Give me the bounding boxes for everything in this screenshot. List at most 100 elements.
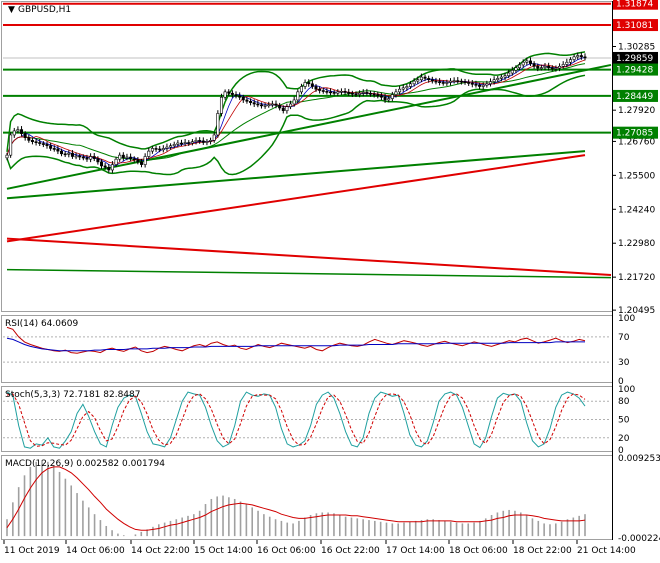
- candle-body: [118, 154, 122, 160]
- candle-body: [70, 152, 74, 157]
- candle-body: [478, 84, 482, 87]
- candle-body: [267, 104, 271, 107]
- candle-body: [292, 99, 296, 105]
- candle-body: [481, 84, 485, 87]
- candle-body: [121, 154, 125, 159]
- macd-tick-label: -0.000224: [618, 534, 660, 544]
- candle-body: [405, 86, 409, 89]
- trend-line: [6, 150, 586, 200]
- candle-body: [441, 82, 445, 84]
- candle-body: [187, 142, 191, 144]
- price-label-box: [613, 63, 658, 76]
- macd-title: MACD(12,26,9) 0.002582 0.001794: [5, 459, 165, 469]
- candle-body: [223, 91, 227, 98]
- time-tick-label: 16 Oct 06:00: [257, 546, 316, 556]
- candle-body: [125, 156, 129, 159]
- candle-body: [445, 82, 449, 84]
- trend-line: [6, 154, 586, 243]
- candle-body: [289, 103, 293, 107]
- candle-body: [369, 92, 373, 95]
- candle-body: [27, 137, 31, 141]
- candle-body: [470, 82, 474, 85]
- stoch-series-line: [6, 391, 586, 449]
- moving-average-slow: [6, 59, 586, 164]
- time-tick-label: 16 Oct 22:00: [321, 546, 380, 556]
- candle-body: [332, 92, 336, 94]
- candle-body: [521, 61, 525, 66]
- candle-body: [256, 103, 260, 106]
- candle-body: [234, 94, 238, 97]
- candle-body: [474, 84, 478, 86]
- time-tick-label: 15 Oct 14:00: [194, 546, 253, 556]
- stoch-tick-label: 20: [618, 434, 630, 444]
- candle-body: [321, 90, 325, 92]
- candle-body: [503, 75, 507, 78]
- candle-body: [107, 166, 111, 171]
- candle-body: [488, 81, 492, 85]
- candle-body: [561, 64, 565, 67]
- price-label-box: [613, 51, 658, 64]
- candle-body: [241, 96, 245, 101]
- candle-body: [52, 148, 56, 150]
- price-label: 1.29428: [616, 66, 653, 76]
- price-tick-label: 1.27920: [618, 106, 655, 116]
- candle-body: [216, 113, 220, 136]
- candle-body: [49, 145, 53, 149]
- candle-body: [5, 154, 9, 159]
- candle-body: [339, 91, 343, 93]
- price-tick-label: 1.21720: [618, 273, 655, 283]
- candle-body: [78, 155, 82, 158]
- candle-body: [114, 158, 118, 165]
- candle-body: [467, 82, 471, 84]
- candle-body: [376, 94, 380, 97]
- candle-body: [568, 59, 572, 63]
- candle-body: [150, 148, 154, 152]
- candle-body: [285, 106, 289, 112]
- candle-body: [358, 92, 362, 95]
- candle-body: [9, 134, 13, 156]
- symbol-dropdown-icon[interactable]: ▼: [8, 5, 15, 15]
- time-axis: 11 Oct 2019 14 Oct 06:00 14 Oct 22:00 15 Oc…: [3, 540, 636, 556]
- candle-body: [100, 161, 104, 167]
- stoch-title: Stoch(5,3,3) 72.7181 82.8487: [5, 390, 140, 400]
- candle-body: [314, 86, 318, 90]
- candle-body: [81, 156, 85, 159]
- candle-body: [23, 133, 27, 138]
- candle-body: [201, 140, 205, 143]
- candle-body: [103, 165, 107, 168]
- candle-body: [176, 142, 180, 145]
- candle-body: [85, 157, 89, 160]
- candle-body: [550, 67, 554, 70]
- candle-body: [343, 91, 347, 93]
- time-tick-label: 21 Oct 14:00: [577, 546, 636, 556]
- candle-body: [16, 129, 20, 132]
- rsi-pane: 100 70 30 0: [3, 314, 635, 387]
- stoch-tick-label: 50: [618, 416, 630, 426]
- candle-body: [110, 164, 114, 171]
- rsi-tick-label: 70: [618, 333, 630, 343]
- candle-body: [372, 93, 376, 96]
- candle-body: [34, 141, 38, 143]
- candle-body: [92, 156, 96, 159]
- candle-body: [361, 92, 365, 94]
- candle-body: [96, 158, 100, 163]
- candle-body: [438, 81, 442, 83]
- rsi-tick-label: 100: [618, 314, 635, 324]
- candle-body: [63, 153, 67, 156]
- trend-line: [6, 268, 612, 279]
- candle-body: [539, 67, 543, 69]
- candle-body: [198, 140, 202, 142]
- price-tick-label: 1.22980: [618, 239, 655, 249]
- price-tick-label: 1.30285: [618, 42, 655, 52]
- candle-body: [528, 60, 532, 64]
- candle-body: [190, 141, 194, 144]
- candle-body: [518, 64, 522, 68]
- price-tick-label: 1.25500: [618, 171, 655, 181]
- candle-body: [259, 104, 263, 107]
- price-label-box: [613, 19, 658, 32]
- candle-body: [430, 79, 434, 82]
- stoch-pane: 100 80 50 20 0: [3, 385, 635, 456]
- candle-body: [329, 91, 333, 94]
